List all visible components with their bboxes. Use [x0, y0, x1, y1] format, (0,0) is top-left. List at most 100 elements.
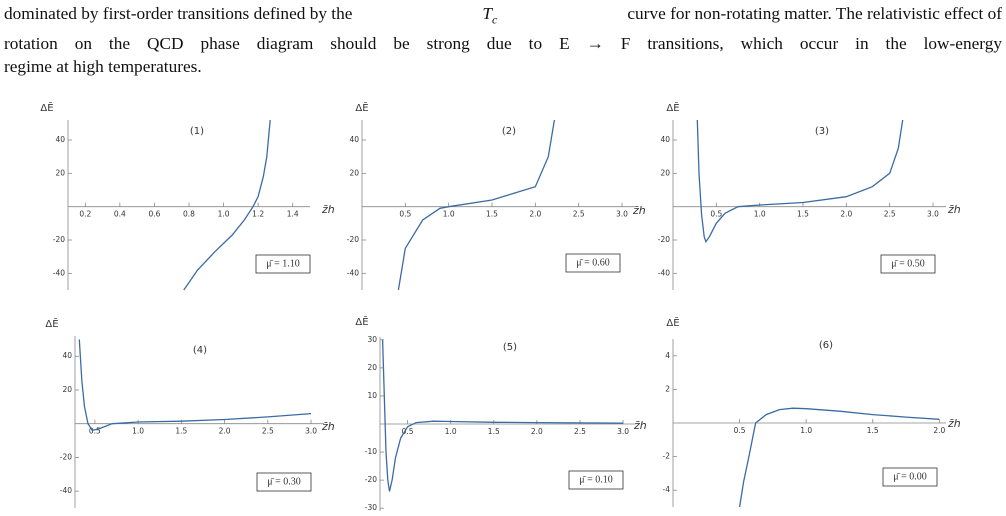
- panel-label: (6): [819, 340, 833, 351]
- x-tick-label: 1.0: [443, 210, 455, 219]
- x-tick-label: 1.2: [252, 210, 264, 219]
- panel-label: (4): [193, 345, 207, 356]
- x-tick-label: 3.0: [927, 210, 939, 219]
- y-tick-label: -10: [365, 447, 377, 456]
- data-line: [696, 119, 904, 244]
- y-tick-label: 20: [55, 168, 65, 177]
- data-line: [738, 407, 940, 508]
- text-line: rotation on the QCD phase diagram should…: [4, 33, 1002, 53]
- x-tick-label: 1.5: [175, 427, 187, 436]
- x-tick-label: 1.0: [132, 427, 144, 436]
- y-tick-label: 20: [62, 385, 72, 394]
- annotation: μ̄ = 0.60: [576, 257, 610, 268]
- panel-label: (5): [503, 342, 517, 353]
- x-tick-label: 1.4: [287, 210, 299, 219]
- x-tick-label: 0.8: [183, 210, 195, 219]
- data-line: [78, 339, 312, 432]
- x-tick-label: 2.0: [219, 427, 231, 436]
- y-tick-label: 20: [349, 168, 359, 177]
- y-tick-label: -40: [347, 268, 359, 277]
- x-axis-label: z̄h: [947, 203, 961, 216]
- annotation-box: [565, 253, 621, 273]
- y-tick-label: -4: [663, 485, 671, 494]
- y-tick-label: -20: [53, 235, 65, 244]
- y-tick-label: 40: [349, 135, 359, 144]
- math-subscript: c: [492, 12, 498, 27]
- x-tick-label: 1.5: [486, 210, 498, 219]
- annotation: μ̄ = 1.10: [266, 258, 300, 269]
- annotation: μ̄ = 0.30: [267, 476, 301, 487]
- x-tick-label: 2.0: [933, 426, 945, 435]
- y-tick-label: -40: [60, 486, 72, 495]
- x-tick-label: 1.5: [797, 210, 809, 219]
- x-axis-label: z̄h: [321, 203, 335, 216]
- x-tick-label: 0.5: [734, 426, 746, 435]
- x-tick-label: 3.0: [617, 427, 629, 436]
- y-tick-label: 40: [62, 351, 72, 360]
- x-tick-label: 1.0: [754, 210, 766, 219]
- y-tick-label: 40: [55, 135, 65, 144]
- y-axis-label: ΔĒ: [666, 316, 679, 329]
- y-tick-label: -20: [60, 452, 72, 461]
- x-tick-label: 3.0: [616, 210, 628, 219]
- x-tick-label: 0.2: [79, 210, 91, 219]
- x-tick-label: 0.4: [114, 210, 126, 219]
- panel-label: (3): [815, 126, 829, 137]
- x-tick-label: 2.5: [262, 427, 274, 436]
- chart: -40 -20 20 40 0.5 1.0 1.5 2.0 2.5 3.0 ΔĒ z̄h (2) μ̄ =…: [347, 101, 646, 291]
- math-symbol: T: [482, 4, 493, 23]
- x-axis-label: z̄h: [947, 417, 961, 430]
- annotation: μ̄ = 0.00: [893, 471, 927, 482]
- y-tick-label: -40: [53, 268, 65, 277]
- x-tick-label: 1.0: [445, 427, 457, 436]
- y-tick-label: -20: [365, 475, 377, 484]
- annotation-box: [880, 254, 936, 274]
- y-tick-label: 4: [665, 351, 670, 360]
- x-tick-label: 2.0: [840, 210, 852, 219]
- chart: -30 -20 -10 10 20 30 0.5 1.0 1.5 2.0 2.5 3.0 ΔĒ z̄h (5…: [355, 315, 646, 512]
- y-axis-label: ΔĒ: [45, 317, 58, 330]
- y-axis-label: ΔĒ: [355, 101, 368, 114]
- y-axis-label: ΔĒ: [40, 101, 53, 114]
- data-line: [397, 119, 556, 291]
- x-tick-label: 1.0: [800, 426, 812, 435]
- x-tick-label: 1.5: [488, 427, 500, 436]
- y-tick-label: -20: [347, 235, 359, 244]
- text: curve for non-rotating matter. The relat…: [627, 4, 1002, 23]
- annotation-box: [882, 467, 938, 487]
- text: dominated by first-order transitions def…: [4, 4, 353, 23]
- x-tick-label: 2.5: [884, 210, 896, 219]
- chart: -40 -20 20 40 0.5 1.0 1.5 2.0 2.5 3.0 ΔĒ z̄h (4) μ̄ =…: [45, 317, 335, 508]
- y-tick-label: 2: [665, 384, 670, 393]
- x-tick-label: 0.6: [148, 210, 160, 219]
- x-tick-label: 3.0: [305, 427, 317, 436]
- x-tick-label: 1.0: [218, 210, 230, 219]
- x-tick-label: 2.0: [531, 427, 543, 436]
- text-line: regime at high temperatures.: [4, 57, 202, 77]
- x-tick-label: 2.0: [529, 210, 541, 219]
- x-tick-label: 0.5: [89, 427, 101, 436]
- y-axis-label: ΔĒ: [666, 101, 679, 114]
- text-line: dominated by first-order transitions def…: [4, 2, 1002, 32]
- annotation: μ̄ = 0.50: [891, 258, 925, 269]
- y-tick-label: -2: [663, 452, 671, 461]
- y-tick-label: 20: [367, 363, 377, 372]
- y-tick-label: -40: [658, 268, 670, 277]
- x-axis-label: z̄h: [321, 420, 335, 433]
- annotation-box: [568, 470, 624, 490]
- chart: -40 -20 20 40 0.2 0.4 0.6 0.8 1.0 1.2 1.4 ΔĒ z̄h (1) μ…: [40, 101, 335, 291]
- annotation-box: [256, 472, 312, 492]
- chart: -4 -2 2 4 0.5 1.0 1.5 2.0 ΔĒ z̄h (6) μ̄ = 0.00: [663, 316, 961, 508]
- panel-label: (1): [190, 126, 204, 137]
- y-tick-label: -20: [658, 235, 670, 244]
- panel-label: (2): [502, 126, 516, 137]
- x-axis-label: z̄h: [632, 204, 646, 217]
- x-tick-label: 1.5: [867, 426, 879, 435]
- x-tick-label: 0.5: [402, 427, 414, 436]
- y-axis-label: ΔĒ: [355, 315, 368, 328]
- y-tick-label: 10: [367, 391, 377, 400]
- math: Tc: [482, 2, 497, 32]
- chart: -40 -20 20 40 0.5 1.0 1.5 2.0 2.5 3.0 ΔĒ z̄h (3) μ̄ =…: [658, 101, 961, 290]
